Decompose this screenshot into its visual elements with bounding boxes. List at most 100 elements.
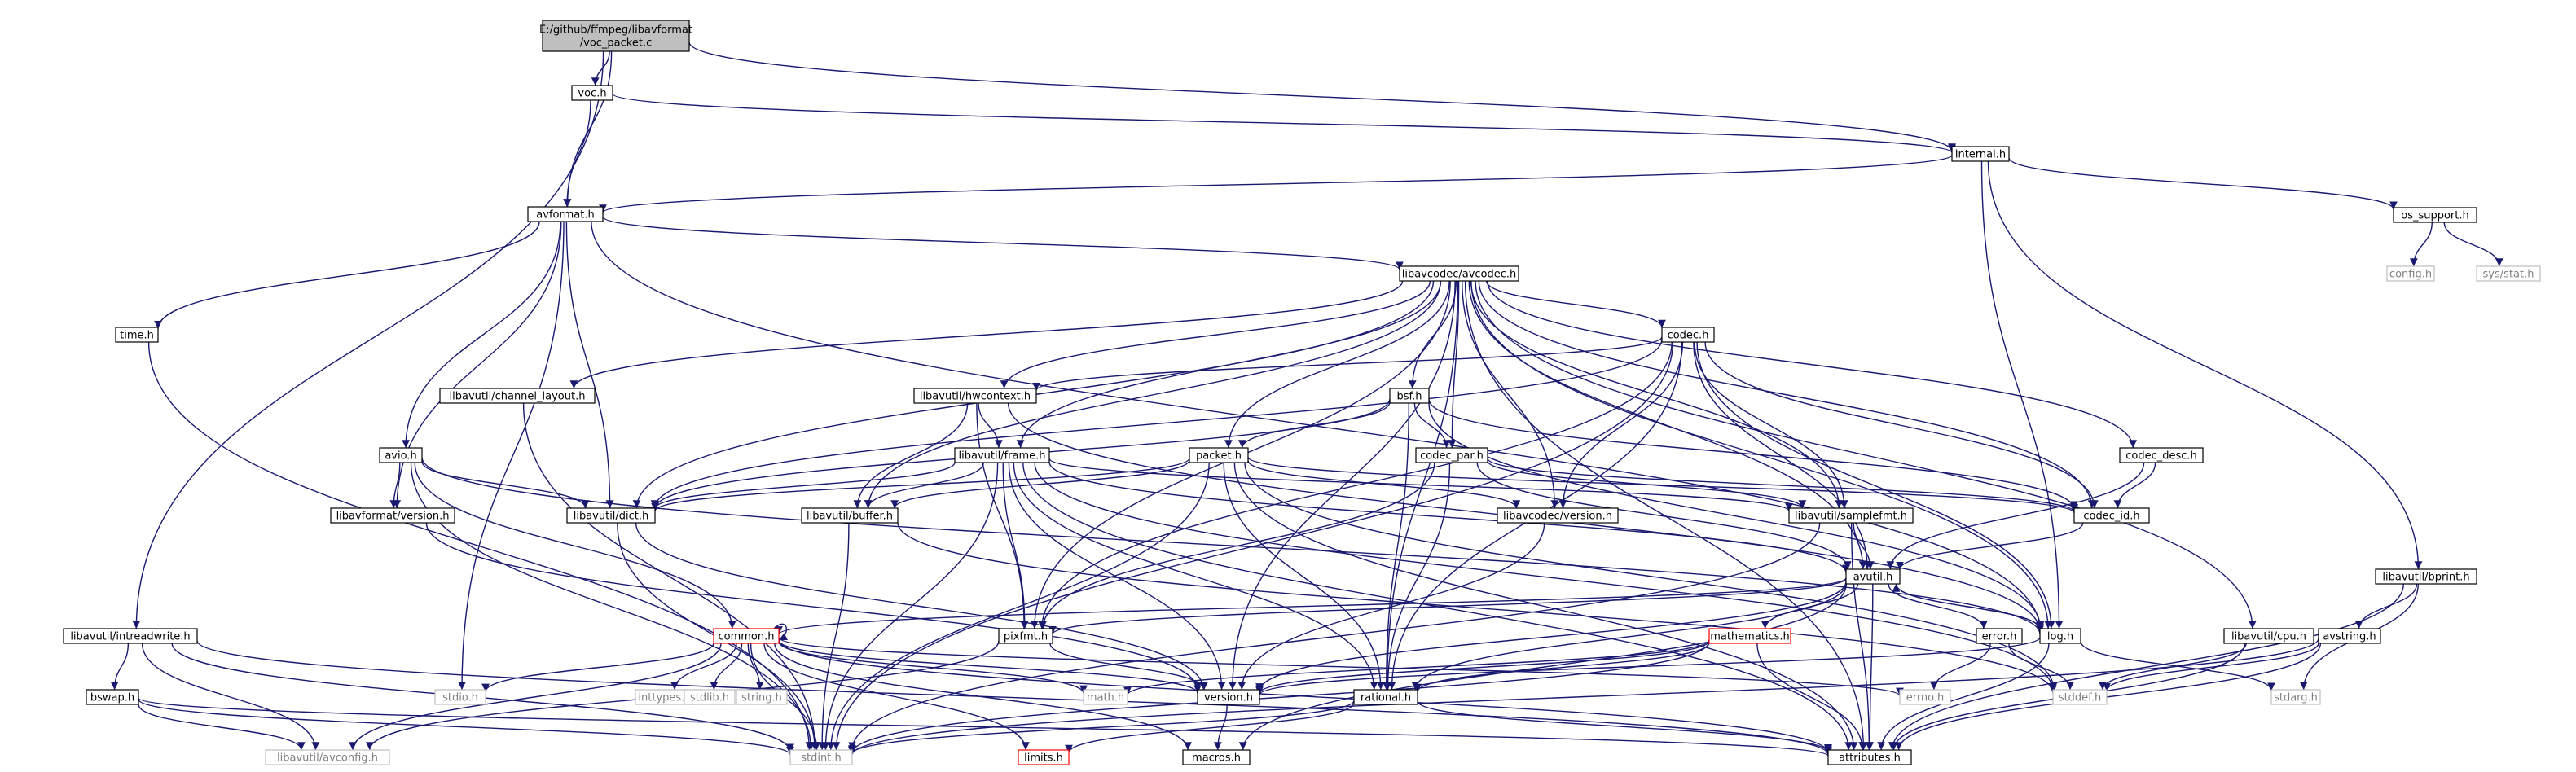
node-packet-box (1189, 447, 1249, 463)
node-frame[interactable]: libavutil/frame.h (954, 447, 1050, 463)
edge-codec-to-samplefmt (1694, 341, 1848, 509)
edge-error-to-stddef-line (2008, 643, 2074, 691)
node-avutil[interactable]: avutil.h (1845, 568, 1901, 585)
edge-avformat-to-avio (402, 221, 561, 449)
node-internal[interactable]: internal.h (1951, 146, 2010, 162)
edge-voc-to-internal-line (612, 93, 1956, 154)
node-cpu[interactable]: libavutil/cpu.h (2223, 628, 2314, 644)
edge-rational-to-stdint-line (848, 700, 1355, 755)
node-avstring[interactable]: avstring.h (2318, 628, 2381, 644)
node-os_support[interactable]: os_support.h (2393, 207, 2477, 223)
node-bsf[interactable]: bsf.h (1389, 388, 1430, 404)
node-avformat-box (527, 206, 604, 222)
edge-mathematics-to-mathh-line (1123, 639, 1710, 695)
edge-common-to-version (778, 639, 1202, 694)
edge-intreadwrite-to-bswap-line (110, 643, 130, 691)
node-cpu-box (2223, 628, 2314, 644)
node-error[interactable]: error.h (1976, 628, 2023, 644)
node-pixfmt[interactable]: pixfmt.h (998, 628, 1053, 644)
node-stdint-label: stdint.h (801, 752, 841, 765)
edge-layer (110, 42, 2503, 757)
edge-common-to-stdio-line (481, 643, 714, 692)
node-intreadwrite-box (63, 628, 198, 644)
node-avf_version[interactable]: libavformat/version.h (330, 507, 455, 524)
edge-codec_par-to-samplefmt-line (1487, 460, 1807, 509)
node-limits[interactable]: limits.h (1018, 749, 1070, 765)
node-layer: E:/github/ffmpeg/libavformat/voc_packet.… (63, 20, 2541, 765)
edge-avutil-to-pixfmt-line (1048, 577, 1847, 635)
edge-avutil-to-macros (1238, 583, 1847, 751)
node-packet[interactable]: packet.h (1189, 447, 1249, 463)
node-bprint[interactable]: libavutil/bprint.h (2375, 568, 2477, 585)
node-avio[interactable]: avio.h (379, 447, 423, 463)
node-mathematics[interactable]: mathematics.h (1708, 628, 1791, 644)
node-codec_desc[interactable]: codec_desc.h (2119, 447, 2204, 463)
edge-avutil-to-common-line (775, 577, 1847, 635)
node-stdarg: stdarg.h (2270, 689, 2321, 705)
node-dict[interactable]: libavutil/dict.h (566, 507, 656, 524)
node-log[interactable]: log.h (2039, 628, 2081, 644)
node-stdlib-label: stdlib.h (690, 692, 729, 704)
edge-mathematics-to-stdint-line (848, 641, 1710, 754)
edge-dict-to-version-line (635, 522, 1208, 691)
node-version[interactable]: version.h (1197, 689, 1260, 705)
edge-packet-to-buffer-line (890, 459, 1190, 509)
edge-avformat-to-time-line (154, 221, 540, 329)
node-common[interactable]: common.h (713, 628, 780, 644)
node-bsf-box (1389, 388, 1430, 404)
edge-bsf-to-codec_id (1428, 399, 2078, 510)
edge-internal-to-log (1980, 160, 2064, 629)
node-avcodec[interactable]: libavcodec/avcodec.h (1399, 265, 1519, 282)
edge-bprint-to-avstring-line (2354, 583, 2418, 629)
node-bswap-box (86, 689, 139, 705)
edge-avformat-to-stdio-line (458, 221, 565, 691)
edge-voc-to-avformat (563, 99, 591, 208)
node-codec_id[interactable]: codec_id.h (2073, 507, 2150, 524)
edge-root-to-avformat-line (563, 50, 613, 208)
edge-bsf-to-packet (1237, 401, 1391, 449)
node-avformat[interactable]: avformat.h (527, 206, 604, 222)
node-stdarg-box (2270, 689, 2321, 705)
node-config-label: config.h (2389, 269, 2432, 281)
node-time-label: time.h (120, 330, 154, 342)
edge-log-to-version-line (1255, 637, 2041, 695)
node-codec_par[interactable]: codec_par.h (1415, 447, 1488, 463)
node-voc[interactable]: voc.h (571, 85, 613, 101)
edge-avutil-to-attributes-line (1866, 583, 1875, 751)
node-time[interactable]: time.h (115, 327, 159, 343)
node-samplefmt[interactable]: libavutil/samplefmt.h (1788, 507, 1914, 524)
node-hwcontext[interactable]: libavutil/hwcontext.h (913, 388, 1037, 404)
node-macros[interactable]: macros.h (1182, 749, 1251, 765)
node-channel_layout[interactable]: libavutil/channel_layout.h (439, 388, 596, 404)
edge-pixfmt-to-version-line (1049, 643, 1208, 691)
edge-internal-to-os_support (2008, 157, 2398, 210)
edge-bsf-to-log (1428, 402, 2045, 629)
edge-bswap-to-avconfig (138, 704, 306, 751)
node-rational[interactable]: rational.h (1353, 689, 1418, 705)
node-buffer[interactable]: libavutil/buffer.h (801, 507, 899, 524)
edge-common-to-common-line (773, 623, 788, 641)
edge-codec-to-hwcontext (1032, 336, 1663, 392)
node-intreadwrite[interactable]: libavutil/intreadwrite.h (63, 628, 198, 644)
node-avc_version[interactable]: libavcodec/version.h (1497, 507, 1619, 524)
node-stdio: stdio.h (434, 689, 486, 705)
edge-frame-to-avutil-line (1048, 462, 1850, 573)
node-root[interactable]: E:/github/ffmpeg/libavformat/voc_packet.… (539, 20, 692, 52)
edge-codec-to-avc_version-line (1558, 341, 1684, 509)
node-codec[interactable]: codec.h (1661, 327, 1715, 343)
node-avcodec-label: libavcodec/avcodec.h (1402, 269, 1517, 281)
edge-samplefmt-to-attributes (1851, 522, 1874, 751)
edge-frame-to-rational-line (1013, 462, 1378, 691)
edge-avformat-to-avio-line (402, 221, 561, 449)
node-bswap[interactable]: bswap.h (86, 689, 139, 705)
edge-avutil-to-error-line (1888, 583, 1988, 629)
edge-bsf-to-codec_id-line (1428, 399, 2078, 510)
edge-avcodec-to-codec_id (1478, 280, 2096, 509)
edge-avstring-to-stddef (2103, 643, 2319, 691)
node-stddef-box (2052, 689, 2108, 705)
edge-os_support-to-sysstat-line (2443, 222, 2503, 267)
node-attributes[interactable]: attributes.h (1827, 749, 1912, 765)
edge-avutil-to-version (1255, 581, 1847, 691)
edge-codec_desc-to-codec_id (2113, 462, 2156, 509)
